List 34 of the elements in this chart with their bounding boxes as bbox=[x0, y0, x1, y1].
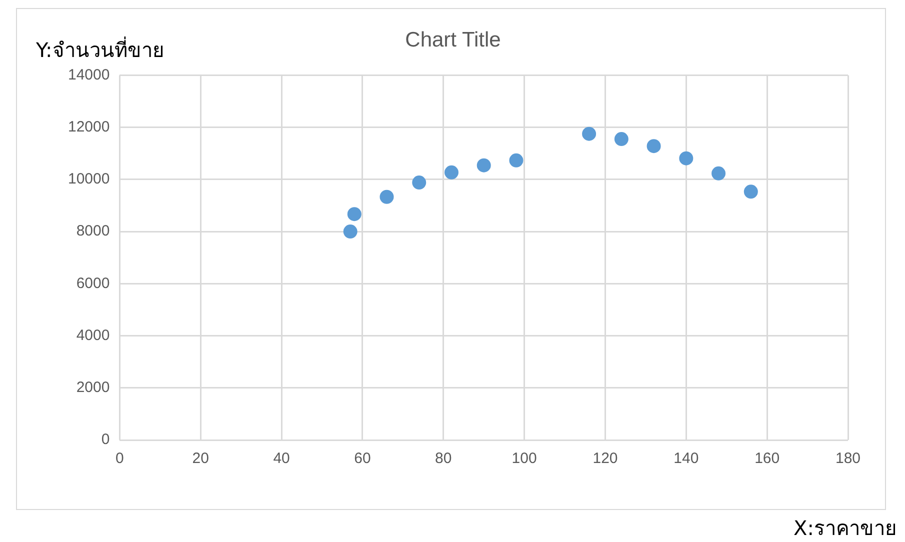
x-tick-label: 120 bbox=[592, 450, 618, 468]
point bbox=[444, 165, 458, 180]
y-tick-label: 12000 bbox=[68, 118, 110, 136]
point bbox=[646, 139, 661, 154]
point bbox=[380, 190, 394, 204]
x-tick-label: 60 bbox=[354, 450, 371, 468]
y-tick-label: 2000 bbox=[76, 379, 110, 396]
x-axis-title: X:ราคาขาย bbox=[792, 515, 897, 542]
x-tick-label: 80 bbox=[435, 450, 452, 468]
point bbox=[343, 224, 358, 239]
y-tick-label: 14000 bbox=[68, 66, 110, 84]
point bbox=[582, 126, 596, 141]
x-tick-label: 180 bbox=[835, 450, 861, 468]
y-tick-label: 6000 bbox=[76, 274, 110, 292]
point bbox=[347, 207, 362, 222]
x-tick-label: 140 bbox=[674, 450, 699, 468]
point bbox=[614, 132, 628, 146]
y-tick-label: 10000 bbox=[68, 170, 110, 188]
x-tick-label: 40 bbox=[273, 450, 290, 468]
x-tick-label: 100 bbox=[512, 450, 537, 468]
y-axis-title: Y:จำนวนที่ขาย bbox=[36, 36, 164, 64]
point bbox=[679, 151, 694, 166]
point bbox=[744, 184, 758, 199]
y-tick-label: 8000 bbox=[76, 222, 110, 240]
chart-title: Chart Title bbox=[405, 28, 501, 52]
point bbox=[412, 176, 426, 190]
y-tick-label: 4000 bbox=[76, 326, 110, 344]
y-tick-label: 0 bbox=[101, 431, 110, 448]
x-tick-label: 20 bbox=[192, 450, 209, 468]
point bbox=[476, 158, 491, 172]
point bbox=[712, 166, 726, 180]
x-tick-label: 0 bbox=[116, 450, 124, 468]
point bbox=[509, 153, 524, 168]
x-tick-label: 160 bbox=[754, 450, 780, 468]
